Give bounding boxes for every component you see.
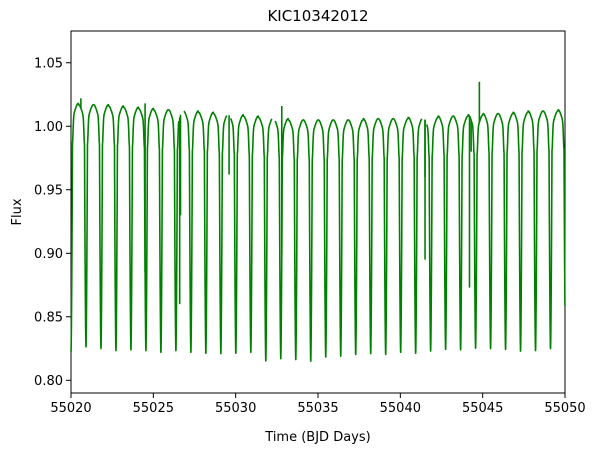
plot-area (70, 30, 566, 394)
chart-title: KIC10342012 (267, 7, 368, 25)
series-line (425, 108, 566, 352)
y-axis: 0.80 0.85 0.90 0.95 1.00 1.05 (34, 56, 71, 389)
x-axis: 55020 55025 55030 55035 55040 55045 55050 (50, 393, 586, 416)
y-axis-label: Flux (10, 198, 25, 225)
plot-frame (70, 30, 566, 394)
series-line (183, 110, 228, 355)
series-layer (70, 81, 566, 363)
series-line (274, 116, 423, 363)
x-tick-label: 55050 (544, 401, 585, 416)
y-tick-label: 0.85 (34, 310, 63, 325)
x-tick-label: 55035 (297, 401, 338, 416)
x-axis-label: Time (BJD Days) (264, 430, 370, 445)
x-tick-label: 55030 (215, 401, 256, 416)
series-line (70, 102, 180, 354)
x-tick-label: 55040 (380, 401, 421, 416)
series-line (229, 114, 273, 362)
y-tick-label: 1.00 (34, 120, 63, 135)
x-tick-label: 55025 (133, 401, 174, 416)
x-tick-label: 55045 (462, 401, 503, 416)
y-tick-label: 0.90 (34, 247, 63, 262)
x-tick-label: 55020 (50, 401, 91, 416)
y-tick-label: 0.95 (34, 183, 63, 198)
y-tick-label: 0.80 (34, 374, 63, 389)
y-tick-label: 1.05 (34, 56, 63, 71)
